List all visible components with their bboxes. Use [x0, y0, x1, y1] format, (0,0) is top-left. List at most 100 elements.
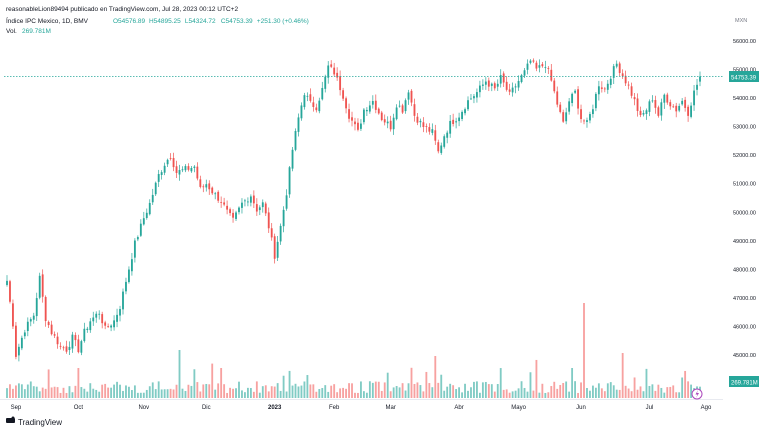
- candle-body: [6, 280, 8, 285]
- candle-body: [122, 291, 124, 310]
- candle-body: [232, 212, 234, 218]
- candle-body: [41, 274, 44, 297]
- price-axis[interactable]: 56000.00 55000.00 54000.00 53000.00 52000.00…: [733, 39, 756, 359]
- candle-body: [17, 346, 20, 356]
- volume-bar: [130, 390, 133, 398]
- volume-bar: [303, 381, 306, 398]
- volume-bar: [666, 387, 669, 398]
- candle-body: [597, 86, 600, 95]
- volume-bar: [484, 381, 487, 398]
- time-tick-label: Mar: [386, 405, 396, 411]
- volume-bar: [618, 389, 621, 398]
- candle-body: [547, 68, 550, 69]
- volume-bar: [687, 381, 690, 398]
- volume-bar: [499, 368, 502, 398]
- candle-body: [101, 314, 104, 324]
- volume-bar: [255, 381, 258, 398]
- volume-bar: [612, 385, 615, 398]
- time-tick-label: Nov: [138, 405, 149, 411]
- volume-bar: [116, 381, 118, 398]
- ohlc-o: O54576.89: [113, 18, 146, 25]
- volume-bar: [360, 381, 362, 398]
- volume-bar: [71, 392, 74, 398]
- candle-body: [624, 75, 627, 84]
- candle-body: [235, 212, 237, 219]
- volume-bar: [41, 387, 44, 398]
- candle-body: [654, 100, 657, 108]
- volume-bar: [553, 381, 556, 398]
- candle-body: [142, 218, 145, 225]
- volume-bar: [184, 390, 187, 398]
- volume-bar: [681, 377, 684, 398]
- candle-body: [62, 347, 65, 349]
- candle-body: [589, 114, 591, 121]
- candle-body: [261, 202, 264, 208]
- price-tick-label: 52000.00: [733, 153, 756, 159]
- candle-body: [609, 78, 612, 85]
- volume-bar: [249, 388, 252, 398]
- candle-body: [660, 102, 663, 116]
- volume-bar: [327, 391, 330, 398]
- volume-bar: [190, 385, 193, 398]
- candle-body: [434, 130, 437, 141]
- volume-bar: [26, 384, 29, 398]
- candle-body: [163, 165, 166, 173]
- volume-bar: [62, 387, 65, 398]
- volume-bar: [419, 385, 422, 398]
- candle-body: [389, 120, 392, 130]
- volume-bar: [648, 385, 651, 398]
- candle-body: [496, 83, 499, 87]
- volume-bar: [511, 391, 514, 398]
- volume-bar: [690, 384, 692, 398]
- volume-bar: [452, 385, 455, 398]
- volume-bar: [95, 389, 98, 398]
- price-tick-label: 54000.00: [733, 96, 756, 102]
- candle-body: [553, 80, 556, 92]
- candle-body: [529, 60, 532, 63]
- candle-body: [645, 110, 648, 114]
- ohlc-c: C54753.39: [221, 18, 253, 25]
- volume-bar: [300, 385, 303, 398]
- tradingview-logo[interactable]: TradingView: [6, 416, 62, 428]
- volume-bar: [220, 368, 223, 398]
- candle-body: [270, 228, 273, 238]
- candle-body: [455, 121, 458, 123]
- candle-body: [252, 195, 255, 204]
- candle-body: [238, 207, 240, 213]
- volume-bar: [187, 384, 190, 398]
- candle-body: [285, 195, 288, 209]
- volume-label: Vol.: [6, 28, 17, 35]
- volume-bar: [630, 391, 633, 398]
- candle-body: [255, 204, 258, 212]
- events-marker[interactable]: [691, 388, 703, 400]
- volume-bar: [83, 388, 86, 398]
- time-axis[interactable]: Sep Oct Nov Dic 2023 Feb Mar Abr Mayo Jun Jul Ago: [0, 399, 723, 412]
- candle-body: [47, 321, 50, 326]
- ohlc-l: L54324.72: [185, 18, 216, 25]
- candle-body: [526, 63, 529, 70]
- volume-bar: [377, 381, 380, 398]
- candle-body: [684, 99, 687, 108]
- volume-bar: [205, 383, 208, 398]
- candle-body: [511, 87, 514, 93]
- price-tick-label: 45000.00: [733, 353, 756, 359]
- candle-body: [15, 325, 17, 357]
- candle-body: [642, 113, 645, 115]
- candle-body: [532, 60, 535, 62]
- volume-bar: [333, 384, 336, 398]
- candle-body: [473, 96, 475, 99]
- volume-bar: [574, 381, 577, 398]
- volume-bar: [44, 388, 47, 398]
- volume-bar: [505, 389, 508, 398]
- volume-bar: [318, 389, 321, 398]
- volume-bar: [261, 386, 264, 398]
- candle-body: [80, 341, 83, 353]
- candle-body: [220, 202, 223, 203]
- volume-bar: [139, 392, 142, 398]
- volume-bar: [654, 390, 657, 398]
- candle-body: [535, 62, 538, 69]
- volume-bar: [470, 387, 472, 398]
- volume-bar: [15, 385, 17, 398]
- volume-bar: [17, 383, 20, 398]
